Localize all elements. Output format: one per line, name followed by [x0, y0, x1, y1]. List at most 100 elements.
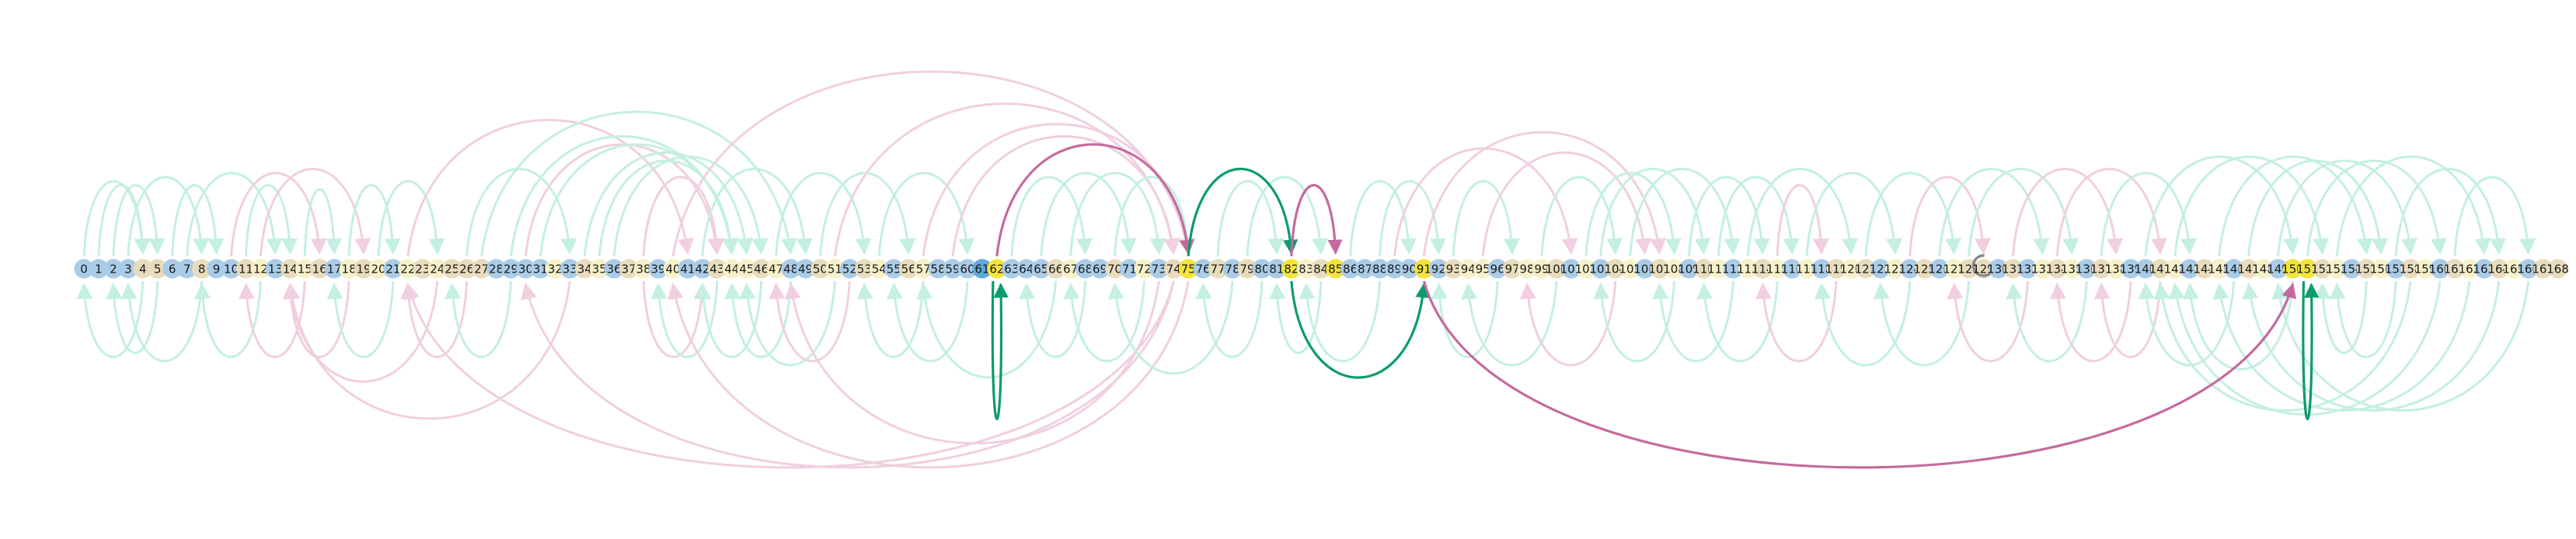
node-113 — [1738, 259, 1758, 279]
edge-faint-top-102-108 — [1584, 172, 1682, 257]
node-label-20: 20 — [371, 263, 385, 276]
node-75 — [1178, 259, 1198, 279]
edge-faint-top-47-53 — [775, 172, 872, 257]
edge-faint-bottom-21-17 — [326, 280, 395, 359]
node-82 — [1281, 259, 1302, 279]
node-1 — [89, 259, 109, 279]
edge-faint-bottom-124-118 — [1814, 280, 1912, 367]
node-161 — [2445, 259, 2465, 279]
node-162 — [2459, 259, 2480, 279]
node-label-67: 67 — [1063, 263, 1078, 276]
edge-faint-top-151-160 — [2306, 159, 2447, 257]
edge-faint-bottom-5-2 — [106, 280, 159, 354]
node-66 — [1046, 259, 1066, 279]
node-36 — [604, 259, 624, 279]
node-117 — [1797, 259, 1817, 279]
node-7 — [177, 259, 197, 279]
node-30 — [516, 259, 535, 279]
node-64 — [1016, 259, 1037, 279]
node-146 — [2224, 259, 2244, 279]
node-41 — [678, 259, 698, 279]
node-164 — [2489, 259, 2509, 279]
node-label-54: 54 — [872, 263, 887, 276]
node-141 — [2150, 259, 2170, 279]
node-45 — [737, 259, 757, 279]
node-86 — [1340, 259, 1361, 279]
edge-faint-top-20-24 — [377, 179, 445, 257]
edge-faint-top-111-116 — [1717, 176, 1800, 257]
node-12 — [250, 259, 270, 279]
node-label-11: 11 — [239, 263, 253, 276]
node-label-15: 15 — [298, 263, 312, 276]
edge-faint-top-153-163 — [2335, 155, 2491, 257]
edge-faint-bottom-80-76 — [1195, 280, 1264, 359]
node-80 — [1252, 259, 1272, 279]
node-72 — [1134, 259, 1154, 279]
node-81 — [1267, 259, 1287, 279]
edge-faint-bottom-157-153 — [2329, 280, 2397, 359]
node-39 — [648, 259, 668, 279]
edge-faint-bottom-48-44 — [724, 280, 793, 359]
edge-faint-top-18-21 — [347, 184, 401, 257]
edge-faint-top-38-43 — [642, 176, 725, 257]
node-label-56: 56 — [901, 263, 916, 276]
node-label-76: 76 — [1196, 263, 1211, 276]
node-163 — [2474, 259, 2494, 279]
edge-faint-top-161-166 — [2453, 176, 2536, 257]
edge-faint-bottom-115-110 — [1696, 280, 1779, 363]
edge-faint-bottom-29-25 — [444, 280, 513, 359]
node-label-99: 99 — [1535, 263, 1549, 276]
node-83 — [1296, 259, 1316, 279]
node-28 — [486, 259, 507, 279]
node-label-10: 10 — [224, 263, 239, 276]
node-60 — [957, 259, 978, 279]
node-label-58: 58 — [931, 263, 946, 276]
edge-faint-bottom-119-114 — [1755, 280, 1838, 363]
node-label-46: 46 — [754, 263, 769, 276]
node-13 — [265, 259, 285, 279]
edge-faint-bottom-26-22 — [400, 280, 469, 359]
node-167 — [2533, 259, 2553, 279]
node-label-33: 33 — [563, 263, 577, 276]
node-label-16: 16 — [312, 263, 327, 276]
node-label-168: 168 — [2546, 263, 2569, 276]
edge-faint-top-50-56 — [819, 172, 916, 257]
node-label-29: 29 — [504, 263, 518, 276]
node-93 — [1443, 259, 1463, 279]
edge-faint-top-157-164 — [2394, 168, 2506, 257]
node-50 — [810, 259, 830, 279]
edge-faint-bottom-66-57 — [916, 280, 1058, 379]
edge-faint-top-88-92 — [1379, 179, 1446, 257]
node-label-90: 90 — [1402, 263, 1417, 276]
edge-faint-top-7-13 — [186, 172, 283, 257]
node-label-57: 57 — [916, 263, 931, 276]
edge-faint-top-51-74 — [833, 102, 1180, 257]
edge-faint-top-15-17 — [303, 188, 343, 257]
edge-highlighted-bottom-91-150 — [1422, 280, 2296, 469]
node-97 — [1502, 259, 1522, 279]
node-label-78: 78 — [1225, 263, 1240, 276]
edge-faint-bottom-160-142 — [2168, 280, 2442, 416]
node-69 — [1090, 259, 1110, 279]
node-122 — [1870, 259, 1891, 279]
node-label-44: 44 — [724, 263, 739, 276]
edge-faint-bottom-136-131 — [2006, 280, 2088, 363]
edge-faint-top-91-107 — [1422, 130, 1666, 257]
node-label-98: 98 — [1520, 263, 1535, 276]
edge-faint-top-142-152 — [2173, 155, 2330, 257]
node-38 — [633, 259, 654, 279]
node-label-71: 71 — [1122, 263, 1137, 276]
node-40 — [663, 259, 683, 279]
edge-faint-top-40-75 — [671, 70, 1194, 257]
node-101 — [1561, 259, 1581, 279]
node-label-6: 6 — [169, 263, 176, 276]
node-label-89: 89 — [1387, 263, 1402, 276]
node-label-24: 24 — [430, 263, 444, 276]
node-16 — [309, 259, 329, 279]
node-label-32: 32 — [548, 263, 563, 276]
node-71 — [1119, 259, 1139, 279]
edge-faint-bottom-132-127 — [1947, 280, 2029, 363]
node-18 — [339, 259, 359, 279]
node-label-8: 8 — [198, 263, 206, 276]
node-107 — [1650, 259, 1670, 279]
